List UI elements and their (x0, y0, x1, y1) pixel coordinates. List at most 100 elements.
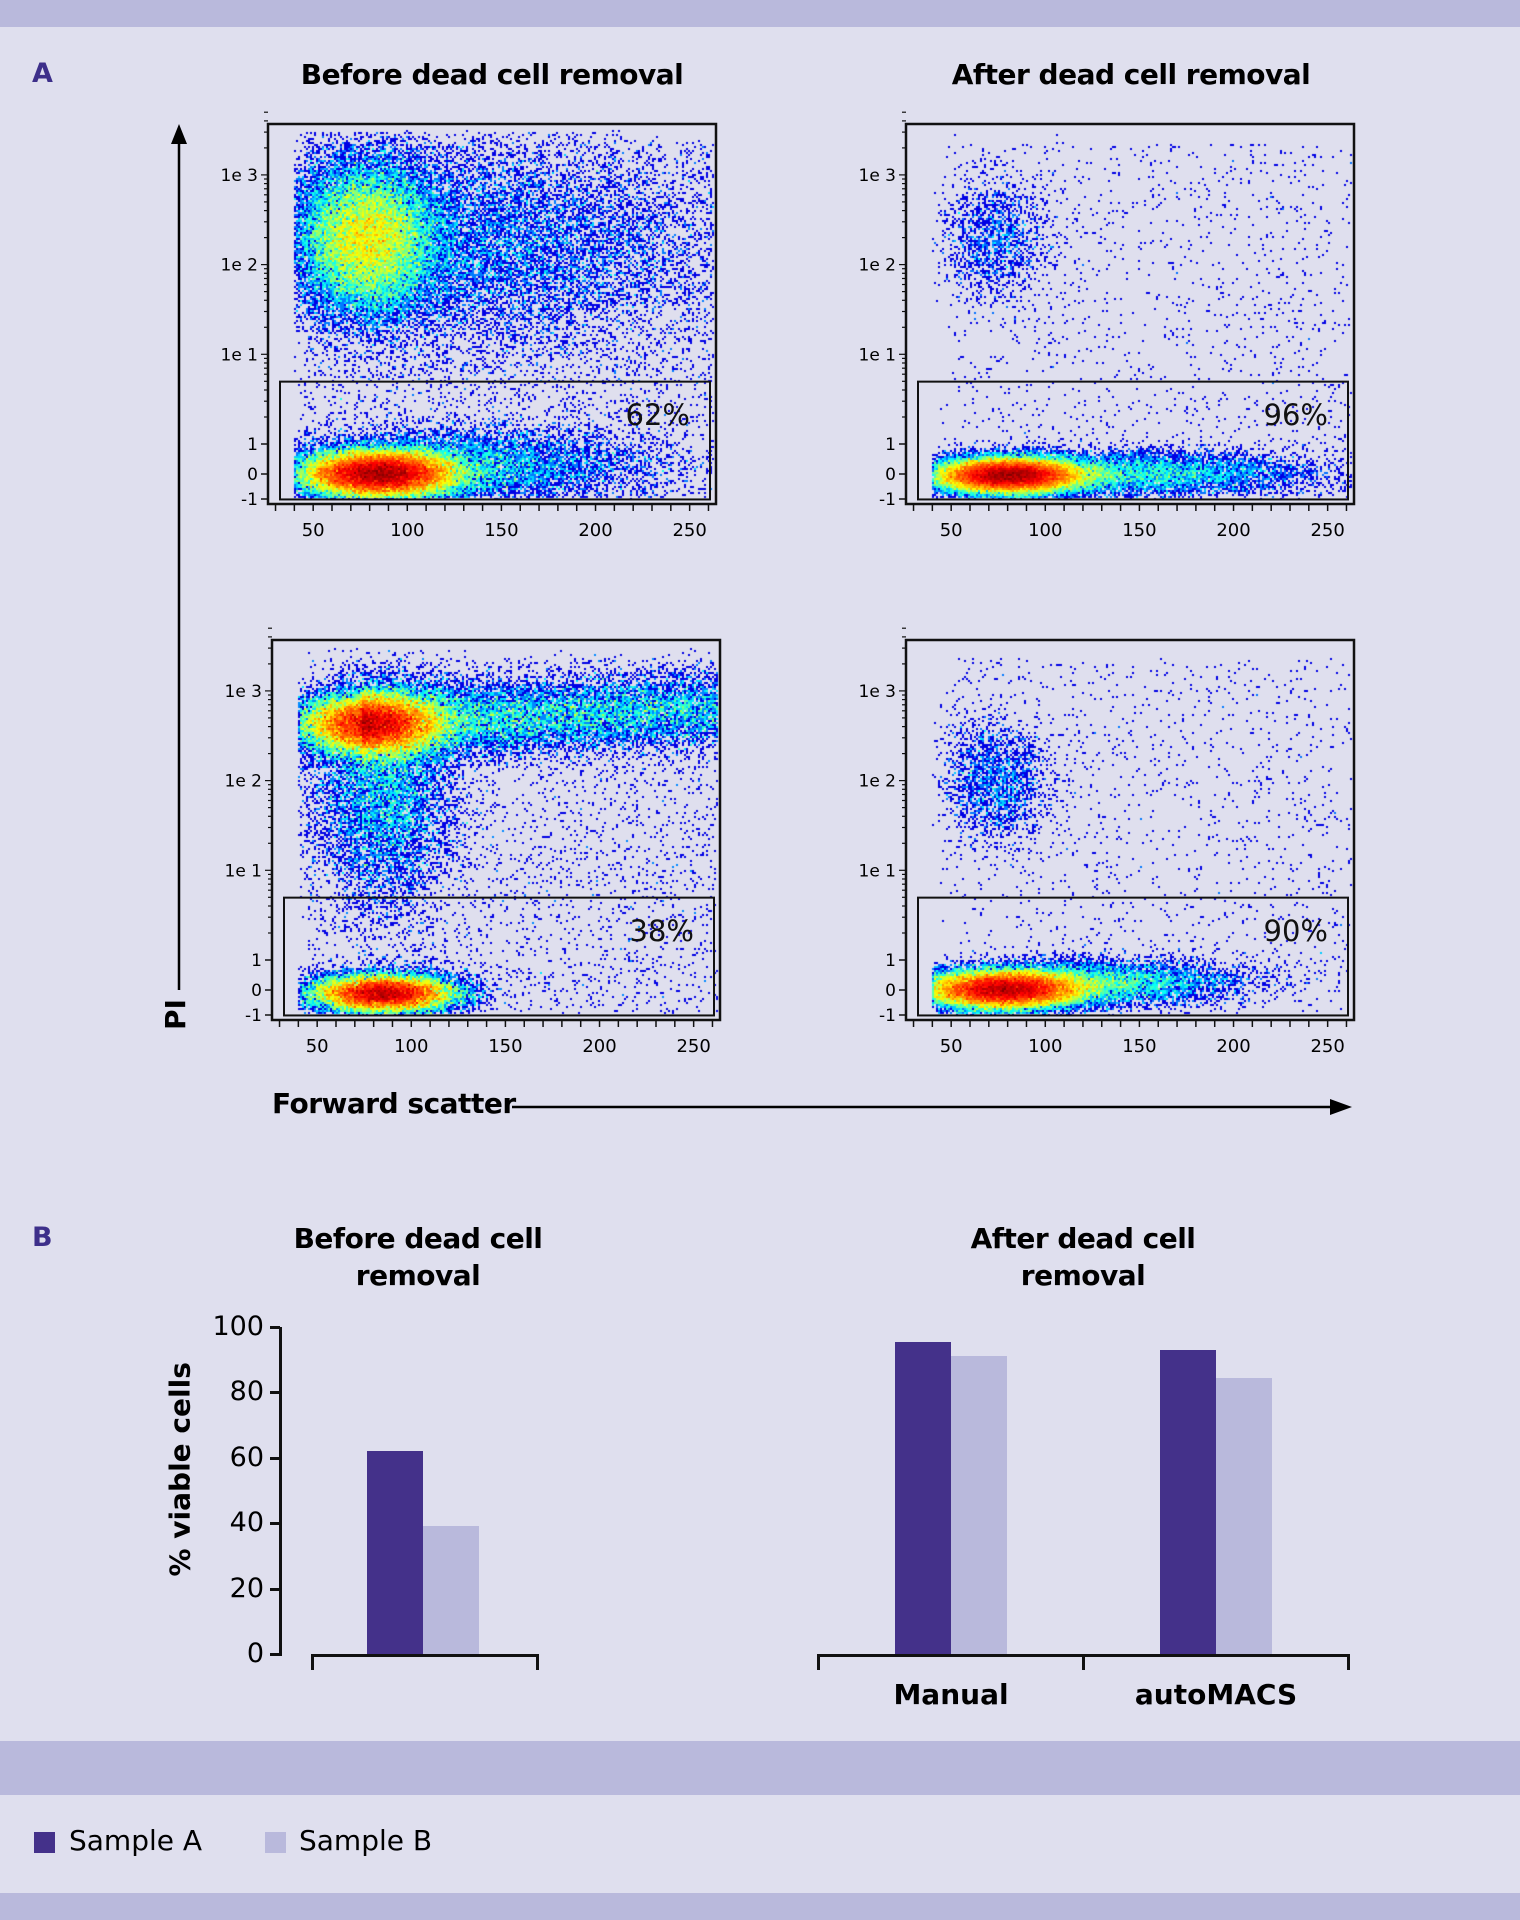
bar-y-tick (270, 1456, 280, 1460)
legend-swatch-sample-a (34, 1832, 55, 1853)
bar-y-tick (270, 1587, 280, 1591)
x-axis-arrow (512, 1099, 1352, 1115)
gate-percentage: 38% (629, 913, 694, 948)
x-tick-label: 150 (488, 1036, 522, 1057)
legend-top-band (0, 1741, 1520, 1795)
x-tick-label: 150 (484, 520, 518, 541)
bar-automacs-sample-b (1216, 1377, 1272, 1654)
x-tick-label: 200 (1216, 520, 1250, 541)
legend-swatch-sample-b (265, 1832, 286, 1853)
bar-manual-sample-a (895, 1341, 951, 1654)
bar-y-tick (270, 1326, 280, 1329)
density-scatter-points (268, 124, 716, 504)
bar-y-tick-label: 20 (229, 1572, 264, 1604)
bottom-band (0, 1893, 1520, 1920)
x-tick-label: 100 (1028, 1036, 1062, 1057)
bar-y-tick-label: 40 (229, 1507, 264, 1539)
y-tick-label: 1e 1 (859, 345, 897, 365)
bar-baseline-tick (311, 1654, 314, 1670)
bar-title-after-line2: removal (1020, 1259, 1146, 1292)
viable-gate (283, 896, 715, 1017)
y-tick-label: -1 (245, 1006, 262, 1026)
bar-y-tick (270, 1391, 280, 1395)
y-tick-label: 1 (247, 435, 258, 455)
bar-category-label: autoMACS (1134, 1678, 1298, 1711)
y-tick-label: 1e 3 (221, 166, 259, 186)
bar-baseline-before (311, 1654, 539, 1657)
viable-gate (917, 380, 1349, 501)
x-axis-label-forward-scatter: Forward scatter (272, 1087, 516, 1120)
bar-manual-sample-b (951, 1356, 1007, 1654)
bar-y-tick (270, 1653, 280, 1656)
bar-y-tick-label: 80 (229, 1376, 264, 1408)
plot-axes: 50 100 150 200 250 -1 0 1 1e 1 1e 2 1e 3 (859, 111, 1356, 541)
y-tick-label: -1 (879, 490, 896, 510)
y-tick-label: 1 (885, 951, 896, 971)
scatter-plot-bottom-left: 50 100 150 200 250 -1 0 1 1e 1 1e 2 1e 3 38% (225, 627, 722, 1057)
y-tick-label: 1e 1 (859, 861, 897, 881)
y-tick-label: 1e 2 (225, 772, 263, 792)
bar-title-before-line2: removal (355, 1259, 481, 1292)
bar-y-tick-label: 0 (246, 1638, 264, 1669)
bar-category-label: Manual (893, 1678, 1009, 1711)
scatter-plot-top-left: 50 100 150 200 250 -1 0 1 1e 1 1e 2 1e 3 62% (221, 111, 718, 541)
bar-y-axis-line (279, 1327, 282, 1656)
x-tick-label: 250 (672, 520, 706, 541)
x-tick-label: 200 (578, 520, 612, 541)
scatter-plot-bottom-right: 50 100 150 200 250 -1 0 1 1e 1 1e 2 1e 3 90% (859, 627, 1356, 1057)
plot-frame (266, 122, 718, 506)
panel-a-label: A (32, 58, 53, 89)
bar-chart: 0 20 40 60 80 100 Manual autoMACS (212, 1311, 1350, 1711)
plot-frame (904, 638, 1356, 1022)
plot-axes: 50 100 150 200 250 -1 0 1 1e 1 1e 2 1e 3 (225, 627, 722, 1057)
x-tick-label: 250 (1310, 1036, 1344, 1057)
x-tick-label: 100 (1028, 520, 1062, 541)
y-tick-label: -1 (241, 490, 258, 510)
y-tick-label: 1e 3 (859, 166, 897, 186)
y-tick-label: 0 (885, 465, 896, 485)
gate-percentage: 62% (625, 397, 690, 432)
x-tick-label: 50 (940, 1036, 963, 1057)
bar-baseline-tick (817, 1654, 820, 1670)
y-tick-label: 1e 1 (221, 345, 259, 365)
plot-frame (270, 638, 722, 1022)
gate-percentage: 90% (1263, 913, 1328, 948)
viable-gate (279, 380, 711, 501)
y-tick-label: 0 (251, 981, 262, 1001)
x-tick-label: 150 (1122, 1036, 1156, 1057)
x-tick-label: 50 (306, 1036, 329, 1057)
gate-percentage: 96% (1263, 397, 1328, 432)
legend-label-sample-a: Sample A (69, 1824, 203, 1857)
y-tick-label: 1e 3 (859, 682, 897, 702)
bar-baseline-tick (1082, 1654, 1085, 1670)
y-tick-label: 1e 2 (221, 256, 259, 276)
panel-a-title-before: Before dead cell removal (300, 58, 684, 91)
y-tick-label: -1 (879, 1006, 896, 1026)
density-scatter-points (272, 640, 720, 1020)
bar-before-sample-b (423, 1526, 479, 1654)
panel-a-title-after: After dead cell removal (951, 58, 1311, 91)
plot-frame (904, 122, 1356, 506)
bar-y-tick-label: 60 (229, 1441, 264, 1473)
y-axis-arrow (171, 124, 187, 990)
y-tick-label: 1 (885, 435, 896, 455)
bar-automacs-sample-a (1160, 1349, 1216, 1654)
viable-gate (917, 896, 1349, 1017)
y-tick-label: 0 (247, 465, 258, 485)
top-band (0, 0, 1520, 27)
plot-axes: 50 100 150 200 250 -1 0 1 1e 1 1e 2 1e 3 (859, 627, 1356, 1057)
bar-y-tick-label: 100 (212, 1311, 264, 1342)
x-tick-label: 200 (582, 1036, 616, 1057)
x-tick-label: 100 (394, 1036, 428, 1057)
x-tick-label: 250 (1310, 520, 1344, 541)
x-tick-label: 50 (302, 520, 325, 541)
y-tick-label: 1e 2 (859, 772, 897, 792)
panel-b-label: B (32, 1222, 53, 1253)
bar-before-sample-a (367, 1451, 423, 1654)
bar-baseline-tick (1347, 1654, 1350, 1670)
bar-title-before-line1: Before dead cell (293, 1222, 543, 1255)
y-tick-label: 0 (885, 981, 896, 1001)
y-tick-label: 1 (251, 951, 262, 971)
density-scatter-points (906, 640, 1354, 1020)
scatter-plot-top-right: 50 100 150 200 250 -1 0 1 1e 1 1e 2 1e 3 96% (859, 111, 1356, 541)
